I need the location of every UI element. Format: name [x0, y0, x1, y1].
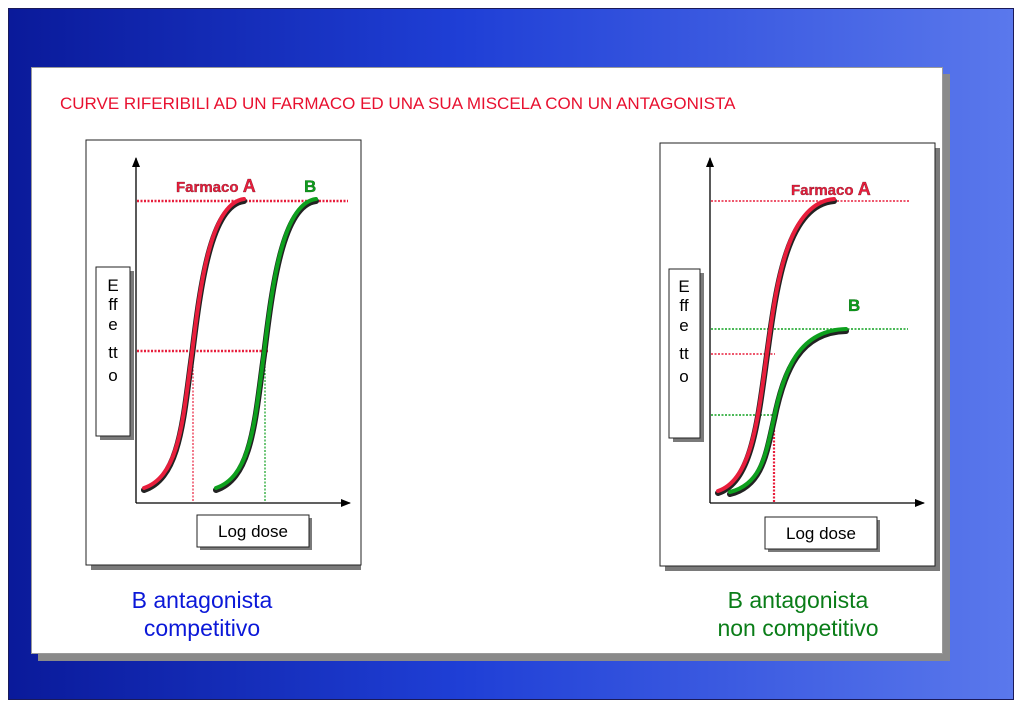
left-caption-line-1: B antagonista — [131, 587, 273, 613]
right-graph: Farmaco A B E ff e tt o Log dose — [659, 142, 940, 571]
left-ylabel-box — [95, 266, 131, 437]
left-label-drug-a: Farmaco A — [176, 176, 256, 196]
slide-title: CURVE RIFERIBILI AD UN FARMACO ED UNA SU… — [60, 94, 736, 113]
left-ylabel-line-4: tt — [108, 343, 118, 362]
left-ylabel-line-3: e — [108, 315, 117, 334]
right-label-drug-a: Farmaco A — [791, 179, 871, 199]
right-curve-b — [728, 327, 848, 494]
left-caption-line-2: competitivo — [143, 615, 261, 641]
left-caption: B antagonista competitivo — [72, 586, 332, 642]
left-xlabel-box — [196, 514, 310, 548]
left-ylabel-line-2: ff — [108, 295, 117, 314]
left-ylabel-line-1: E — [107, 276, 118, 295]
left-ylabel-line-5: o — [108, 366, 117, 385]
right-label-b: B — [848, 296, 860, 315]
right-caption: B antagonista non competitivo — [668, 586, 928, 642]
left-curve-a — [142, 197, 246, 490]
right-ylabel-line-3: e — [679, 316, 688, 335]
right-ylabel-box — [668, 268, 701, 439]
left-graph: Farmaco A B E ff e tt o Log dose — [85, 139, 362, 570]
left-curve-b — [214, 197, 318, 490]
right-caption-line-2: non competitivo — [717, 615, 879, 641]
right-xlabel: Log dose — [786, 524, 856, 543]
right-ylabel-line-2: ff — [679, 296, 688, 315]
right-caption-line-1: B antagonista — [727, 587, 869, 613]
left-xlabel: Log dose — [218, 522, 288, 541]
right-ylabel-line-5: o — [679, 367, 688, 386]
left-label-b: B — [304, 177, 316, 196]
right-curve-a — [716, 197, 836, 493]
right-ylabel-line-4: tt — [679, 344, 689, 363]
right-xlabel-box — [764, 516, 878, 550]
right-ylabel-line-1: E — [678, 277, 689, 296]
